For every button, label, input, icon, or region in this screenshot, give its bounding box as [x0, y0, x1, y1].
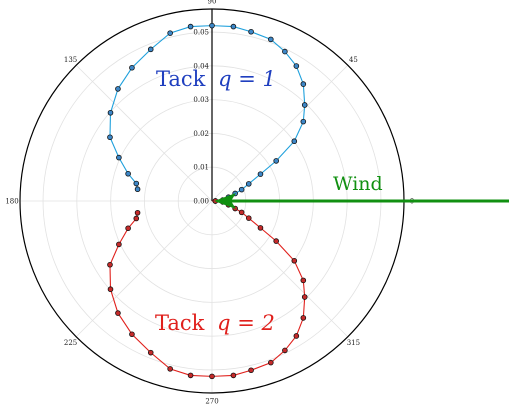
data-point [115, 86, 121, 92]
wind-annotation: Wind [214, 173, 509, 209]
data-point [133, 215, 140, 222]
data-point [257, 171, 264, 177]
data-point [209, 373, 215, 380]
data-point [107, 261, 113, 268]
angle-tick-label: 225 [64, 339, 77, 347]
angle-tick-label: 45 [349, 56, 358, 64]
radial-tick-labels: 0.00 0.01 0.02 0.03 0.04 0.05 [193, 29, 209, 206]
data-point [301, 102, 308, 108]
data-point [300, 277, 307, 284]
radial-tick-label: 0.00 [193, 198, 209, 206]
data-point [116, 241, 122, 248]
grid-spoke [211, 200, 349, 338]
radial-tick-label: 0.01 [193, 164, 209, 172]
data-point [147, 46, 154, 53]
data-point [107, 134, 113, 141]
data-point [282, 347, 288, 354]
data-point [273, 238, 279, 244]
data-point [248, 367, 254, 374]
data-point [129, 64, 135, 71]
radial-tick-label: 0.04 [193, 62, 209, 70]
angle-tick-label: 135 [64, 56, 77, 64]
series-line [109, 25, 306, 202]
wind-label: Wind [333, 173, 383, 195]
data-point [268, 359, 274, 366]
data-point [107, 109, 114, 116]
data-point [268, 36, 274, 43]
data-point [291, 257, 298, 264]
series-label-tack-q1: Tack q = 1 [156, 67, 276, 91]
series-layer [107, 22, 308, 380]
data-point [134, 186, 141, 193]
data-point [300, 118, 307, 125]
series-label-text: Tack [155, 311, 205, 335]
series-labels: Tack q = 1 Tack q = 2 [155, 67, 276, 335]
data-point [238, 209, 245, 216]
angle-tick-label: 270 [205, 398, 218, 405]
data-point [134, 209, 141, 216]
data-point [238, 186, 245, 193]
series-label-math: q = 2 [217, 311, 275, 335]
grid-spoke [75, 200, 213, 338]
data-point [257, 225, 264, 231]
angle-tick-label: 180 [5, 198, 18, 206]
angle-tick-label: 315 [347, 339, 360, 347]
data-point [282, 48, 288, 55]
data-point [125, 225, 131, 232]
series-1 [107, 22, 308, 204]
data-point [291, 138, 298, 145]
data-point [187, 372, 194, 379]
data-point [116, 154, 122, 161]
data-point [125, 170, 131, 177]
data-point [245, 181, 252, 187]
series-label-tack-q2: Tack q = 2 [155, 311, 275, 335]
radial-tick-label: 0.03 [193, 96, 209, 104]
wind-arrow-head [214, 193, 236, 209]
series-2 [107, 198, 308, 380]
data-point [300, 315, 307, 321]
data-point [115, 310, 121, 316]
data-point [129, 331, 135, 338]
grid-spoke [75, 64, 213, 202]
data-point [167, 30, 173, 36]
data-point [273, 158, 279, 164]
data-point [230, 23, 237, 30]
data-point [187, 23, 194, 30]
data-point [230, 372, 237, 379]
data-point [133, 180, 140, 187]
data-point [300, 81, 307, 87]
data-point [301, 294, 308, 300]
data-point [167, 366, 173, 372]
data-point [147, 349, 154, 356]
data-point [209, 22, 215, 29]
grid-spoke [211, 64, 349, 202]
data-point [248, 28, 254, 35]
radial-tick-label: 0.05 [193, 29, 209, 37]
angle-tick-label: 90 [208, 0, 217, 6]
data-point [293, 333, 300, 339]
series-line [109, 200, 306, 377]
data-point [107, 286, 114, 293]
data-point [245, 215, 252, 221]
series-label-text: Tack [156, 67, 206, 91]
radial-tick-label: 0.02 [193, 130, 209, 138]
data-point [293, 63, 300, 69]
series-label-math: q = 1 [218, 67, 276, 91]
